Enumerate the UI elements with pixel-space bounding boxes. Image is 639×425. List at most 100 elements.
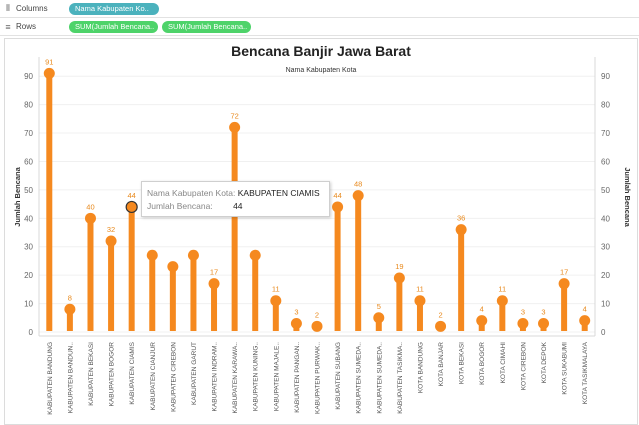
lollipop-chart: 0 0 10 10 20 20 30 30 40 40 50 50 60 60 70 70 80 80 90 90 Ju… bbox=[13, 57, 632, 415]
lollipop-dot[interactable] bbox=[187, 249, 199, 261]
lollipop-dot[interactable] bbox=[64, 303, 76, 315]
rows-shelf-label-wrap: ≡ Rows bbox=[0, 22, 65, 32]
category-label: KOTA SUKABUMI bbox=[562, 342, 569, 395]
rows-shelf: ≡ Rows SUM(Jumlah Bencana.. SUM(Jumlah B… bbox=[0, 18, 639, 36]
data-label: 3 bbox=[294, 307, 298, 316]
lollipop-dot[interactable] bbox=[476, 315, 488, 327]
y-axis-title-left: Jumlah Bencana bbox=[13, 166, 22, 226]
category-label: KOTA BOGOR bbox=[479, 342, 486, 385]
data-label: 3 bbox=[521, 307, 525, 316]
y-tick-label-right: 10 bbox=[601, 300, 610, 309]
y-axis-title-right: Jumlah Bencana bbox=[623, 167, 632, 227]
data-label: 72 bbox=[230, 111, 238, 120]
data-label: 19 bbox=[395, 262, 403, 271]
lollipop-dot[interactable] bbox=[43, 67, 55, 79]
y-tick-label-left: 70 bbox=[24, 129, 33, 138]
columns-icon: ⦀ bbox=[6, 3, 10, 13]
y-tick-label-left: 50 bbox=[24, 186, 33, 195]
category-label: KABUPATEN INDRAM.. bbox=[212, 342, 219, 412]
category-label: KOTA BEKASI bbox=[459, 342, 466, 384]
lollipop-dot[interactable] bbox=[167, 261, 179, 273]
y-tick-label-left: 30 bbox=[24, 243, 33, 252]
category-label: KABUPATEN SUBANG bbox=[335, 342, 342, 410]
category-label: KABUPATEN CIAMIS bbox=[129, 341, 136, 404]
category-label: KOTA CIMAHI bbox=[500, 342, 507, 384]
category-label: KABUPATEN CIREBON bbox=[170, 342, 177, 412]
lollipop-dot[interactable] bbox=[146, 249, 158, 261]
category-label: KOTA CIREBON bbox=[520, 342, 527, 391]
data-label: 8 bbox=[68, 293, 72, 302]
tooltip-value-1: KABUPATEN CIAMIS bbox=[237, 188, 320, 198]
tooltip-label-2: Jumlah Bencana: bbox=[147, 201, 213, 211]
y-tick-label-right: 30 bbox=[601, 243, 610, 252]
lollipop-dot[interactable] bbox=[332, 201, 344, 213]
rows-pill-1[interactable]: SUM(Jumlah Bencana.. bbox=[69, 20, 158, 33]
lollipop-dot[interactable] bbox=[373, 312, 385, 324]
lollipop-dot[interactable] bbox=[105, 235, 117, 247]
lollipop-dot[interactable] bbox=[455, 224, 467, 236]
data-label: 17 bbox=[560, 268, 568, 277]
data-label: 4 bbox=[583, 305, 587, 314]
lollipop-dot[interactable] bbox=[579, 315, 591, 327]
tooltip: Nama Kabupaten Kota: KABUPATEN CIAMIS Ju… bbox=[141, 181, 330, 217]
lollipop-dot[interactable] bbox=[229, 121, 241, 133]
y-tick-label-right: 40 bbox=[601, 214, 610, 223]
data-label: 11 bbox=[272, 285, 280, 294]
data-label: 11 bbox=[416, 285, 424, 294]
category-label: KABUPATEN SUMEDA.. bbox=[376, 342, 383, 414]
lollipop-dot[interactable] bbox=[311, 320, 323, 332]
y-tick-label-left: 0 bbox=[29, 328, 34, 337]
lollipop-dot[interactable] bbox=[414, 295, 426, 307]
lollipop-dot[interactable] bbox=[208, 278, 220, 290]
y-tick-label-right: 90 bbox=[601, 72, 610, 81]
data-label: 2 bbox=[438, 310, 442, 319]
y-tick-label-left: 20 bbox=[24, 271, 33, 280]
data-label: 3 bbox=[541, 307, 545, 316]
data-label: 48 bbox=[354, 180, 362, 189]
data-label: 2 bbox=[315, 310, 319, 319]
chart-title: Bencana Banjir Jawa Barat bbox=[231, 43, 411, 59]
category-label: KABUPATEN MAJALE.. bbox=[273, 342, 280, 411]
columns-shelf: ⦀ Columns Nama Kabupaten Ko.. bbox=[0, 0, 639, 18]
lollipop-dot[interactable] bbox=[352, 190, 364, 202]
lollipop-dot[interactable] bbox=[125, 200, 138, 214]
lollipop-dot[interactable] bbox=[538, 317, 550, 329]
lollipop-dot[interactable] bbox=[84, 212, 96, 224]
category-label: KABUPATEN SUMEDA.. bbox=[356, 342, 363, 414]
lollipop-dot[interactable] bbox=[558, 278, 570, 290]
y-tick-label-right: 70 bbox=[601, 129, 610, 138]
data-label: 32 bbox=[107, 225, 115, 234]
data-label: 17 bbox=[210, 268, 218, 277]
rows-pill-2[interactable]: SUM(Jumlah Bencana.. bbox=[162, 20, 251, 33]
category-label: KABUPATEN BANDUN.. bbox=[67, 342, 74, 413]
tooltip-value-2: 44 bbox=[233, 201, 243, 211]
data-label: 5 bbox=[377, 302, 381, 311]
y-tick-label-left: 40 bbox=[24, 214, 33, 223]
category-label: KABUPATEN TASIKMA.. bbox=[397, 342, 404, 414]
lollipop-dot[interactable] bbox=[393, 272, 405, 284]
tooltip-label-1: Nama Kabupaten Kota: bbox=[147, 188, 236, 198]
category-label: KABUPATEN PURWAK.. bbox=[315, 342, 322, 414]
data-label: 40 bbox=[86, 202, 94, 211]
y-tick-label-right: 80 bbox=[601, 101, 610, 110]
tooltip-row-1: Nama Kabupaten Kota: KABUPATEN CIAMIS bbox=[147, 188, 320, 198]
lollipop-dot[interactable] bbox=[270, 295, 282, 307]
y-tick-label-left: 10 bbox=[24, 300, 33, 309]
data-label: 36 bbox=[457, 214, 465, 223]
columns-pill[interactable]: Nama Kabupaten Ko.. bbox=[69, 2, 159, 15]
lollipop-dot[interactable] bbox=[249, 249, 261, 261]
lollipop-dot[interactable] bbox=[517, 317, 529, 329]
chart-area: Bencana Banjir Jawa Barat Nama Kabupaten… bbox=[4, 38, 638, 425]
y-tick-label-right: 50 bbox=[601, 186, 610, 195]
category-label: KABUPATEN KARAWA.. bbox=[232, 342, 239, 414]
category-label: KABUPATEN BANDUNG bbox=[47, 342, 54, 415]
lollipop-dot[interactable] bbox=[290, 317, 302, 329]
data-label: 91 bbox=[45, 57, 53, 66]
category-label: KABUPATEN GARUT bbox=[191, 342, 198, 405]
category-label: KABUPATEN BEKASI bbox=[88, 342, 95, 406]
lollipop-dot[interactable] bbox=[496, 295, 508, 307]
data-label: 4 bbox=[480, 305, 484, 314]
columns-shelf-label-wrap: ⦀ Columns bbox=[0, 3, 65, 14]
rows-icon: ≡ bbox=[5, 21, 11, 32]
lollipop-dot[interactable] bbox=[435, 320, 447, 332]
